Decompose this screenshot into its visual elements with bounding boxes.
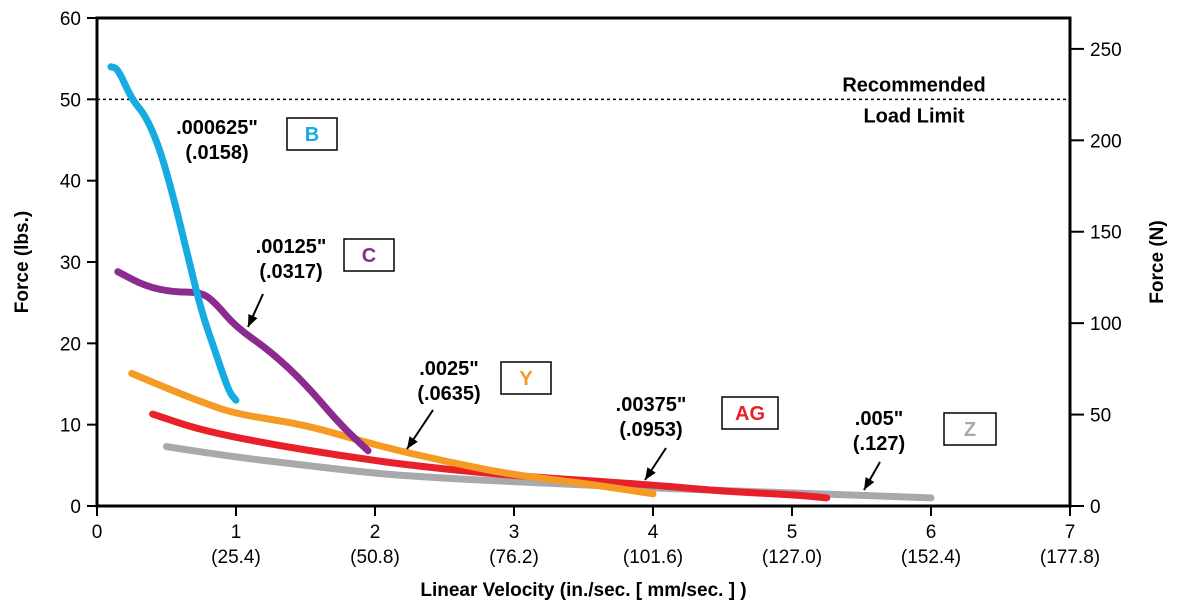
legend-box-y	[500, 361, 552, 395]
y2-axis-title: Force (N)	[1147, 220, 1168, 303]
legend-label-ag: AG	[735, 403, 765, 425]
annotation-y-line1: .0025"	[419, 358, 479, 380]
x-tick-label: 1	[231, 522, 242, 543]
reference-label-line1: Recommended	[842, 74, 985, 96]
legend-box-ag	[721, 396, 779, 430]
annotation-arrowhead-ag	[645, 467, 656, 480]
y2-tick-label: 150	[1090, 223, 1122, 244]
y2-tick-label: 200	[1090, 131, 1122, 152]
x-tick-sublabel: (177.8)	[1040, 547, 1100, 568]
legend-label-y: Y	[519, 368, 533, 390]
x-axis-title: Linear Velocity (in./sec. [ mm/sec. ] )	[420, 580, 746, 601]
x-tick-sublabel: (76.2)	[489, 547, 539, 568]
y-tick-label: 30	[60, 253, 81, 274]
legend-box-b	[286, 117, 338, 151]
y-tick-label: 60	[60, 9, 81, 30]
legend-box-c	[343, 238, 395, 272]
legend-label-z: Z	[964, 419, 976, 441]
x-tick-label: 7	[1065, 522, 1076, 543]
annotation-z-line1: .005"	[855, 408, 903, 430]
annotation-c-line2: (.0317)	[259, 261, 322, 283]
annotation-b-line1: .000625"	[176, 117, 258, 139]
y-tick-label: 20	[60, 334, 81, 355]
y-tick-label: 50	[60, 90, 81, 111]
series-line-ag	[149, 410, 831, 502]
x-tick-label: 4	[648, 522, 659, 543]
y2-tick-label: 100	[1090, 314, 1122, 335]
x-tick-label: 6	[926, 522, 937, 543]
x-tick-label: 2	[370, 522, 381, 543]
annotation-arrowhead-y	[407, 436, 418, 449]
legend-label-b: B	[305, 124, 319, 146]
annotation-y-line2: (.0635)	[417, 383, 480, 405]
annotation-arrowhead-z	[864, 477, 875, 490]
series-line-c	[114, 268, 372, 455]
annotation-ag-line1: .00375"	[616, 394, 687, 416]
x-tick-sublabel: (127.0)	[762, 547, 822, 568]
series-line-y	[128, 369, 657, 498]
annotation-b-line2: (.0158)	[185, 142, 248, 164]
annotation-arrowhead-c	[248, 314, 258, 327]
annotation-ag-line2: (.0953)	[619, 419, 682, 441]
y2-tick-label: 250	[1090, 40, 1122, 61]
x-tick-sublabel: (50.8)	[350, 547, 400, 568]
series-line-z	[163, 443, 935, 502]
x-tick-label: 5	[787, 522, 798, 543]
annotation-z-line2: (.127)	[853, 433, 905, 455]
y-axis-title: Force (lbs.)	[12, 211, 33, 313]
legend-label-c: C	[362, 245, 376, 267]
y-tick-label: 40	[60, 172, 81, 193]
x-tick-label: 0	[92, 522, 103, 543]
y2-tick-label: 50	[1090, 406, 1111, 427]
x-tick-sublabel: (101.6)	[623, 547, 683, 568]
y-tick-label: 10	[60, 416, 81, 437]
reference-label-line2: Load Limit	[863, 105, 964, 127]
legend-box-z	[943, 412, 997, 446]
x-tick-label: 3	[509, 522, 520, 543]
x-tick-sublabel: (152.4)	[901, 547, 961, 568]
annotation-c-line1: .00125"	[256, 236, 327, 258]
y-tick-label: 0	[70, 497, 81, 518]
series-line-b	[107, 63, 240, 404]
x-tick-sublabel: (25.4)	[211, 547, 261, 568]
y2-tick-label: 0	[1090, 497, 1101, 518]
